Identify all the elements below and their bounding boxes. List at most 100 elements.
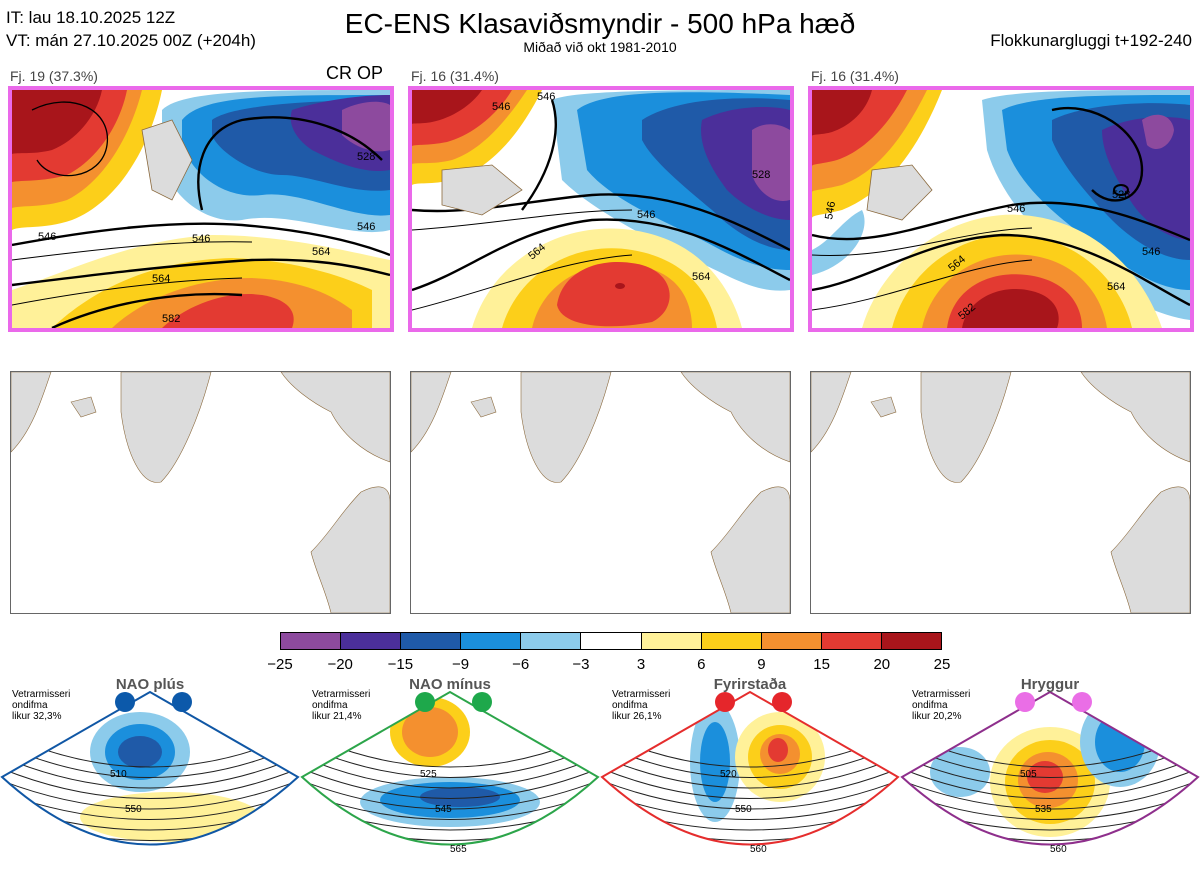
regime-map: 505 535 560 (900, 690, 1200, 855)
colorbar-segment (821, 633, 882, 649)
svg-text:564: 564 (312, 246, 330, 258)
height-contour (602, 767, 898, 799)
colorbar-tick-label: −15 (387, 656, 414, 673)
regime-panel[interactable]: 520 550 560 (600, 672, 900, 871)
svg-text:528: 528 (1112, 189, 1130, 201)
regime-info: Vetrarmisseri ondifma likur 20,2% (912, 689, 970, 722)
svg-text:546: 546 (357, 221, 375, 233)
contour-label: 545 (435, 804, 452, 815)
colorbar-tick-label: 15 (813, 656, 830, 673)
colorbar-tick-label: −25 (267, 656, 293, 673)
height-contour (302, 755, 598, 789)
regime-marker-dot (715, 692, 735, 712)
anomaly-map-2[interactable] (410, 371, 791, 614)
height-contour (302, 767, 598, 799)
regime-map: 510 550 (0, 690, 300, 846)
colorbar-segment (881, 633, 942, 649)
height-contour (2, 779, 298, 810)
regime-info: Vetrarmisseri ondifma likur 32,3% (12, 689, 70, 722)
cluster-3-map[interactable]: 546 564 582 546 528 546 564 (808, 86, 1194, 332)
regime-marker-dot (1072, 692, 1092, 712)
colorbar-segment (701, 633, 762, 649)
colorbar (280, 632, 942, 650)
regime-info-line: Vetrarmisseri (612, 689, 671, 700)
regime-marker-dot (115, 692, 135, 712)
crop-label: CR OP (326, 63, 384, 83)
svg-text:546: 546 (1142, 246, 1160, 258)
regime-outline (0, 690, 300, 846)
regime-title: NAO mínus (409, 676, 491, 693)
anomaly-blob (768, 738, 788, 762)
colorbar-segment (461, 633, 522, 649)
contour-label: 535 (1035, 804, 1052, 815)
height-contour (2, 755, 298, 789)
cluster-1-map[interactable]: 546 546 564 582 528 546 564 (8, 86, 394, 332)
regime-info-line: likur 26,1% (612, 711, 662, 722)
regime-map: 525 545 565 (300, 690, 600, 855)
colorbar-tick-label: −3 (572, 656, 590, 673)
regime-info-line: likur 20,2% (912, 711, 962, 722)
regime-map: 520 550 560 (600, 690, 900, 855)
colorbar-tick-label: 6 (697, 656, 706, 673)
height-contour (902, 743, 1198, 778)
init-time: IT: lau 18.10.2025 12Z (6, 8, 176, 27)
regime-marker-dot (472, 692, 492, 712)
colorbar-tick-label: −20 (327, 656, 353, 673)
regime-title: Hryggur (1020, 676, 1080, 693)
regime-outline (300, 690, 600, 846)
contour-label: 550 (735, 804, 752, 815)
regime-panel[interactable]: 510 550 (0, 672, 300, 871)
clustering-window: Flokkunargluggi t+192-240 (990, 31, 1192, 50)
page-title: EC-ENS Klasaviðsmyndir - 500 hPa hæð (344, 8, 856, 39)
height-contour (302, 743, 598, 778)
regime-info-line: Vetrarmisseri (912, 689, 971, 700)
height-contour (902, 791, 1198, 820)
colorbar-segment (641, 633, 702, 649)
svg-text:546: 546 (823, 200, 838, 220)
regime-info-line: likur 21,4% (312, 711, 362, 722)
svg-text:528: 528 (357, 151, 375, 163)
height-contour (302, 779, 598, 810)
colorbar-tick-label: −9 (451, 656, 470, 673)
anomaly-blob (930, 747, 990, 797)
colorbar-segment (761, 633, 822, 649)
header-dates: IT: lau 18.10.2025 12Z VT: mán 27.10.202… (6, 6, 256, 52)
svg-text:546: 546 (1007, 203, 1025, 215)
colorbar-segment (281, 633, 342, 649)
contour-label: 525 (420, 769, 437, 780)
height-contour (902, 767, 1198, 799)
anomaly-map-1[interactable] (10, 371, 391, 614)
contour-label: 560 (750, 844, 767, 855)
colorbar-tick-label: −6 (512, 656, 530, 673)
height-contour (2, 767, 298, 799)
svg-text:546: 546 (537, 91, 555, 103)
valid-time: VT: mán 27.10.2025 00Z (+204h) (6, 31, 256, 50)
svg-text:564: 564 (692, 271, 710, 283)
svg-text:564: 564 (1107, 281, 1125, 293)
regime-title: Fyrirstaða (713, 676, 787, 693)
regime-info-line: ondifma (612, 700, 648, 711)
regime-panel[interactable]: 525 545 565 (300, 672, 600, 871)
regime-info: Vetrarmisseri ondifma likur 26,1% (612, 689, 670, 722)
regime-info-line: ondifma (12, 700, 48, 711)
colorbar-tick-label: 9 (757, 656, 766, 673)
colorbar-tick-label: 3 (636, 656, 646, 673)
svg-text:528: 528 (752, 169, 770, 181)
contour-label: 565 (450, 844, 467, 855)
anomaly-map-3[interactable] (810, 371, 1191, 614)
regime-marker-dot (772, 692, 792, 712)
height-contour (602, 743, 898, 778)
cluster-1-label: Fj. 19 (37.3%) (10, 68, 98, 84)
anomaly-blob (118, 736, 162, 768)
height-contour (902, 755, 1198, 789)
regime-panel[interactable]: 505 535 560 (900, 672, 1200, 871)
colorbar-segment (521, 633, 582, 649)
cluster-2-map[interactable]: 564 546 564 528 546 546 (408, 86, 794, 332)
regime-info-line: likur 32,3% (12, 711, 62, 722)
contour-label: 520 (720, 769, 737, 780)
cluster-2-label: Fj. 16 (31.4%) (411, 68, 499, 84)
regime-info-line: Vetrarmisseri (12, 689, 71, 700)
height-contour (602, 791, 898, 820)
svg-text:546: 546 (492, 101, 510, 113)
svg-text:582: 582 (162, 313, 180, 325)
